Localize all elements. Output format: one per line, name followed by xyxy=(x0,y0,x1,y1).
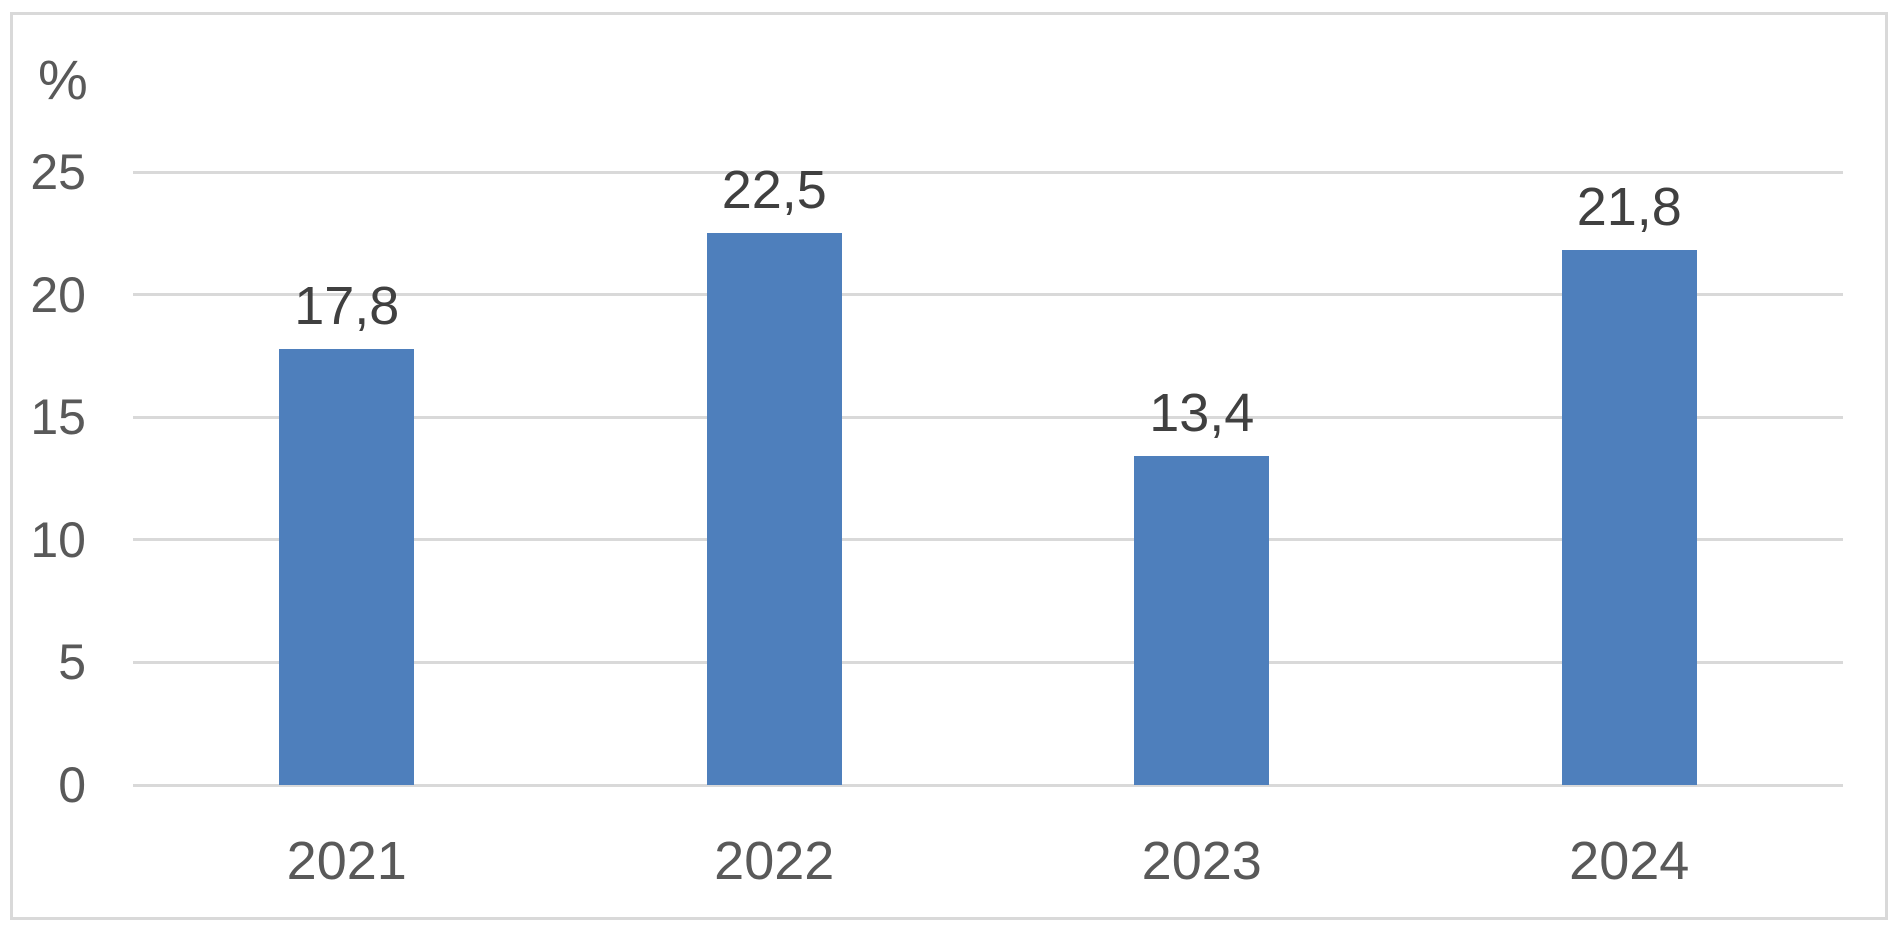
gridline-10 xyxy=(133,538,1843,542)
gridline-25 xyxy=(133,170,1843,174)
y-axis-unit-label: % xyxy=(38,48,88,111)
gridline-20 xyxy=(133,293,1843,297)
bar-2022 xyxy=(706,233,842,785)
y-tick-label-15: 15 xyxy=(30,389,86,446)
x-category-label-2023: 2023 xyxy=(1141,831,1262,891)
x-category-label-2021: 2021 xyxy=(286,831,407,891)
bar-value-label-2021: 17,8 xyxy=(294,275,400,336)
x-category-label-2022: 2022 xyxy=(714,831,835,891)
gridline-0 xyxy=(133,783,1843,787)
bar-value-label-2024: 21,8 xyxy=(1576,177,1682,238)
bar-2024 xyxy=(1561,250,1697,785)
bar-2021 xyxy=(279,348,415,785)
y-tick-label-5: 5 xyxy=(58,634,86,691)
x-category-label-2024: 2024 xyxy=(1569,831,1690,891)
gridline-5 xyxy=(133,660,1843,664)
bar-value-label-2023: 13,4 xyxy=(1149,383,1255,444)
gridline-15 xyxy=(133,415,1843,419)
y-tick-label-0: 0 xyxy=(58,757,86,813)
y-tick-label-20: 20 xyxy=(30,266,86,323)
bar-2023 xyxy=(1134,456,1270,785)
y-tick-label-25: 25 xyxy=(30,144,86,200)
bar-value-label-2022: 22,5 xyxy=(721,160,827,221)
y-tick-label-10: 10 xyxy=(30,511,86,568)
